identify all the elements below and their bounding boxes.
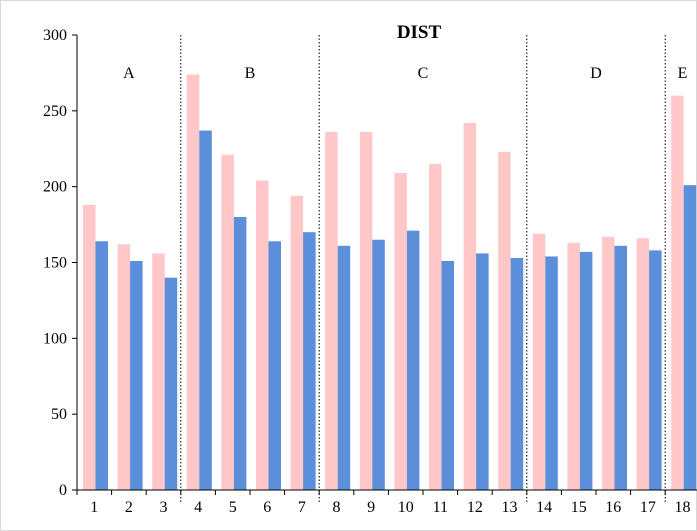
x-tick-label: 15 xyxy=(571,499,587,516)
bar-series-1-16 xyxy=(602,236,615,490)
x-tick-label: 4 xyxy=(194,499,202,516)
y-tick-label: 50 xyxy=(51,406,67,423)
x-tick-label: 18 xyxy=(675,499,691,516)
y-tick-label: 200 xyxy=(43,179,67,196)
x-tick-label: 5 xyxy=(229,499,237,516)
bar-series-2-12 xyxy=(476,253,489,490)
bar-series-1-5 xyxy=(221,154,234,491)
bar-series-1-15 xyxy=(567,242,580,490)
y-tick-label: 0 xyxy=(59,482,67,499)
x-tick-label: 17 xyxy=(640,499,656,516)
bar-series-2-6 xyxy=(268,241,281,490)
y-axis-ticks: 0 50 100 150 200 250 300 xyxy=(43,27,77,499)
bar-series-2-16 xyxy=(614,245,627,490)
x-tick-label: 3 xyxy=(160,499,168,516)
bar-series-1-6 xyxy=(256,180,269,490)
x-tick-label: 6 xyxy=(263,499,271,516)
x-tick-label: 7 xyxy=(298,499,306,516)
bar-series-1-12 xyxy=(463,122,477,490)
bar-series-2-14 xyxy=(545,256,558,490)
bar-series-2-18 xyxy=(683,185,697,490)
bar-series-1-9 xyxy=(359,132,373,491)
bar-series-2-10 xyxy=(406,230,420,490)
y-tick-label: 300 xyxy=(43,27,67,44)
x-tick-label: 14 xyxy=(536,499,552,516)
bars xyxy=(83,74,697,491)
bar-series-1-2 xyxy=(117,244,131,490)
y-tick-label: 250 xyxy=(43,103,67,120)
bar-series-2-15 xyxy=(579,251,593,490)
bar-series-1-10 xyxy=(394,173,407,490)
bar-series-1-4 xyxy=(186,74,200,490)
bar-series-2-3 xyxy=(164,277,178,490)
group-label-E: E xyxy=(678,65,688,82)
x-tick-label: 1 xyxy=(90,499,98,516)
group-label-D: D xyxy=(590,65,602,82)
chart-title: DIST xyxy=(397,22,442,43)
bar-series-2-13 xyxy=(510,257,524,490)
x-tick-label: 8 xyxy=(333,499,341,516)
group-labels: A B C D E xyxy=(123,65,687,82)
bar-series-2-5 xyxy=(233,217,247,490)
bar-series-2-8 xyxy=(337,245,351,490)
bar-series-1-11 xyxy=(429,163,442,490)
bar-series-2-7 xyxy=(303,232,316,490)
bar-series-1-18 xyxy=(671,95,684,491)
bar-series-2-4 xyxy=(199,130,212,491)
group-dividers xyxy=(180,35,666,502)
x-tick-label: 12 xyxy=(467,499,483,516)
y-tick-label: 150 xyxy=(43,255,67,272)
x-axis-ticks: 1 2 3 4 5 6 7 8 9 10 11 12 13 14 15 16 17 18 xyxy=(76,490,691,516)
group-label-B: B xyxy=(245,65,256,82)
x-tick-label: 13 xyxy=(502,499,518,516)
x-tick-label: 11 xyxy=(433,499,448,516)
x-tick-label: 10 xyxy=(398,499,414,516)
bar-series-1-3 xyxy=(152,253,165,490)
group-label-C: C xyxy=(418,65,429,82)
bar-series-2-1 xyxy=(95,241,108,490)
x-tick-label: 9 xyxy=(367,499,375,516)
bar-series-2-11 xyxy=(441,260,454,490)
group-label-A: A xyxy=(123,65,135,82)
bar-series-1-8 xyxy=(325,132,338,491)
bar-series-1-1 xyxy=(83,204,96,490)
bar-series-2-17 xyxy=(649,250,662,490)
bar-series-2-9 xyxy=(372,239,385,490)
y-tick-label: 100 xyxy=(43,330,67,347)
bar-series-1-13 xyxy=(498,151,511,491)
x-tick-label: 2 xyxy=(125,499,133,516)
bar-series-1-14 xyxy=(532,233,546,490)
bar-series-1-17 xyxy=(636,238,650,490)
bar-series-2-2 xyxy=(130,260,143,490)
bar-series-1-7 xyxy=(290,195,304,490)
x-tick-label: 16 xyxy=(605,499,621,516)
